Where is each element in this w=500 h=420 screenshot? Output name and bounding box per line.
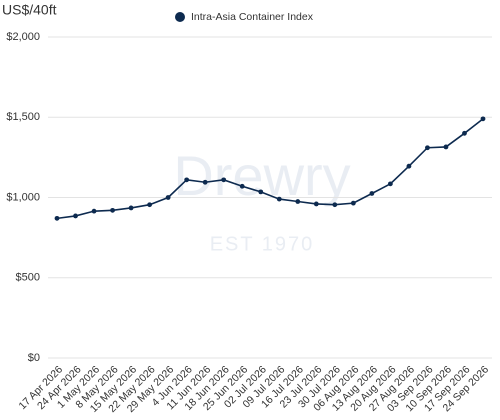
data-point (425, 145, 430, 151)
data-point (406, 163, 412, 169)
y-axis-title: US$/40ft (2, 2, 57, 18)
y-tick-label: $0 (28, 352, 40, 364)
data-point (313, 201, 319, 207)
data-point (462, 130, 467, 136)
y-tick-label: $500 (16, 272, 40, 284)
data-point (221, 177, 227, 183)
data-point (128, 205, 134, 211)
data-point (276, 196, 282, 202)
data-point (91, 208, 97, 214)
y-tick-label: $2,000 (6, 31, 40, 43)
data-point (110, 207, 115, 213)
data-point (184, 177, 190, 183)
watermark: Drewry (173, 144, 350, 207)
legend-marker (175, 12, 185, 22)
legend-label: Intra-Asia Container Index (191, 11, 314, 23)
data-point (369, 191, 375, 196)
data-point (332, 202, 338, 208)
data-point (350, 200, 356, 206)
y-tick-label: $1,500 (6, 111, 40, 123)
data-point (73, 213, 78, 219)
data-point (239, 183, 245, 189)
data-point (480, 116, 486, 122)
data-point (387, 181, 393, 187)
data-point (54, 215, 60, 221)
series-line (56, 118, 484, 220)
data-point (295, 199, 301, 204)
data-point (202, 179, 208, 185)
y-tick-label: $1,000 (6, 191, 40, 203)
data-point (165, 195, 171, 200)
data-point (443, 144, 449, 150)
watermark-subtitle: EST 1970 (210, 233, 315, 255)
data-point (147, 202, 153, 208)
data-point (258, 189, 264, 195)
